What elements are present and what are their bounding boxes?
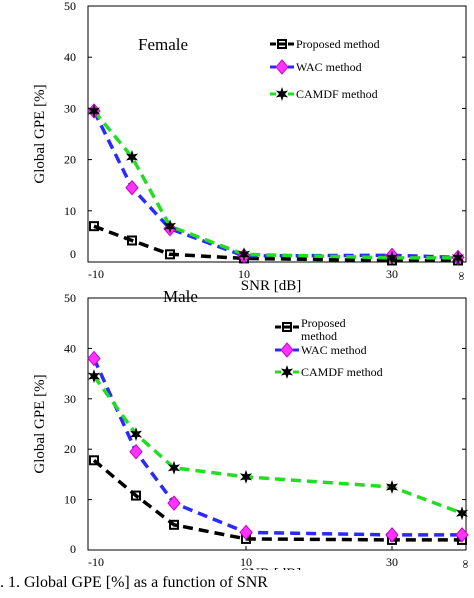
legend-marker bbox=[282, 322, 292, 332]
data-point bbox=[165, 249, 175, 260]
y-tick-label: 50 bbox=[64, 291, 76, 305]
data-point bbox=[127, 235, 137, 246]
data-point bbox=[125, 179, 139, 196]
data-point bbox=[163, 219, 177, 234]
plot-frame bbox=[87, 297, 467, 551]
series-line bbox=[92, 458, 462, 542]
y-tick-label: 20 bbox=[64, 442, 76, 456]
series-line bbox=[92, 109, 458, 260]
legend-marker bbox=[277, 39, 287, 49]
y-tick-label: 30 bbox=[64, 101, 76, 115]
series-line bbox=[93, 224, 458, 263]
data-point bbox=[455, 506, 469, 521]
x-tick-label: 10 bbox=[240, 555, 252, 569]
y-axis-label: Global GPE [%] bbox=[32, 84, 48, 183]
y-axis-label: Global GPE [%] bbox=[32, 374, 48, 473]
x-tick-label: ∞ bbox=[459, 560, 473, 569]
series-line bbox=[92, 357, 462, 537]
y-tick-label: 0 bbox=[70, 247, 76, 261]
data-point bbox=[87, 369, 101, 384]
y-tick-label: 10 bbox=[64, 493, 76, 507]
legend-marker bbox=[280, 342, 294, 358]
chart-panel-1: 0 10 20 30 40 50 -10 10 30 ∞ SNR [dB] Global GPE [%… bbox=[32, 0, 469, 294]
data-point bbox=[89, 221, 99, 232]
figure-caption: . 1. Global GPE [%] as a function of SNR bbox=[0, 574, 268, 591]
data-point bbox=[129, 427, 143, 442]
y-tick-label: 20 bbox=[64, 153, 76, 167]
data-point bbox=[131, 490, 141, 501]
x-tick-label: -10 bbox=[88, 267, 104, 281]
x-tick-label: -10 bbox=[88, 555, 104, 569]
legend-marker bbox=[280, 365, 294, 379]
legend-label: Proposed method bbox=[301, 316, 346, 343]
data-point bbox=[385, 527, 399, 543]
data-point bbox=[167, 460, 181, 475]
data-point bbox=[89, 455, 99, 466]
data-point bbox=[169, 519, 179, 530]
panel-title: Female bbox=[138, 35, 188, 54]
x-axis-label: SNR [dB] bbox=[241, 278, 301, 294]
data-point bbox=[167, 495, 181, 511]
data-point bbox=[385, 480, 399, 494]
legend-label: Proposed method bbox=[296, 37, 380, 51]
series-line bbox=[92, 375, 463, 515]
data-point bbox=[239, 524, 253, 541]
y-tick-label: 10 bbox=[64, 204, 76, 218]
data-point bbox=[237, 247, 251, 262]
legend-marker bbox=[275, 59, 289, 75]
legend-label: CAMDF method bbox=[301, 365, 383, 379]
x-tick-label: 30 bbox=[386, 555, 398, 569]
y-tick-label: 30 bbox=[64, 392, 76, 406]
chart-panel-2: 0 10 20 30 40 50 -10 10 30 ∞ SNR [dB] Global GPE [%… bbox=[32, 287, 473, 570]
legend-label: WAC method bbox=[296, 60, 362, 74]
plot-frame bbox=[87, 5, 467, 263]
y-tick-label: 0 bbox=[70, 542, 76, 556]
figure: 0 10 20 30 40 50 -10 10 30 ∞ SNR [dB] Global GPE [%… bbox=[32, 0, 473, 570]
panel-title: Male bbox=[163, 287, 198, 306]
data-point bbox=[125, 150, 139, 164]
series-line bbox=[92, 110, 459, 260]
data-point bbox=[239, 469, 253, 484]
legend-marker bbox=[275, 87, 289, 101]
y-tick-label: 50 bbox=[64, 0, 76, 13]
data-point bbox=[87, 350, 101, 367]
x-tick-label: 10 bbox=[238, 267, 250, 281]
x-axis-label: SNR [dB] bbox=[241, 566, 301, 570]
x-tick-label: 30 bbox=[386, 267, 398, 281]
y-tick-label: 40 bbox=[64, 50, 76, 64]
data-point bbox=[451, 250, 465, 265]
legend-label: WAC method bbox=[301, 343, 367, 357]
y-tick-label: 40 bbox=[64, 341, 76, 355]
data-point bbox=[87, 104, 101, 118]
data-point bbox=[385, 250, 399, 265]
data-point bbox=[455, 527, 469, 543]
x-tick-label: ∞ bbox=[455, 272, 469, 281]
legend-label: CAMDF method bbox=[296, 87, 378, 101]
data-point bbox=[129, 443, 143, 460]
